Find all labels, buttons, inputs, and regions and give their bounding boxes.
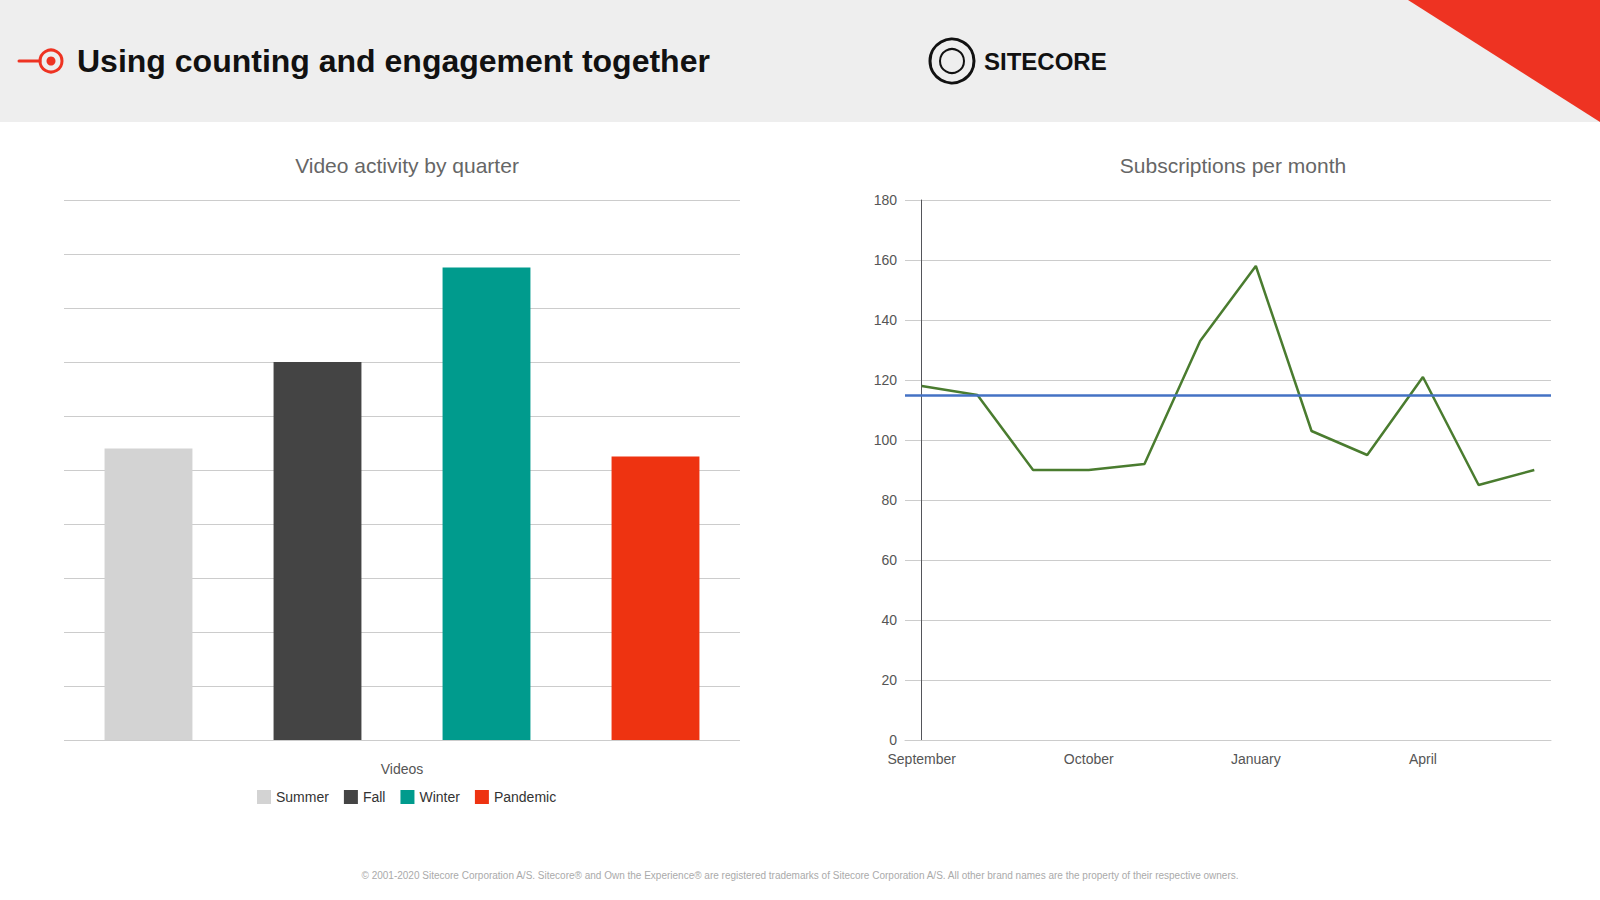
svg-text:Winter: Winter — [419, 789, 460, 805]
svg-text:Videos: Videos — [381, 761, 424, 777]
svg-text:160: 160 — [874, 252, 898, 268]
svg-text:Summer: Summer — [276, 789, 329, 805]
svg-text:Using counting and engagement: Using counting and engagement together — [77, 43, 710, 79]
svg-text:Subscriptions per month: Subscriptions per month — [1120, 154, 1346, 177]
svg-text:January: January — [1231, 751, 1281, 767]
svg-text:Video activity by quarter: Video activity by quarter — [295, 154, 519, 177]
svg-text:Pandemic: Pandemic — [494, 789, 556, 805]
svg-text:September: September — [887, 751, 956, 767]
svg-text:April: April — [1409, 751, 1437, 767]
svg-text:100: 100 — [874, 432, 898, 448]
svg-text:Fall: Fall — [363, 789, 386, 805]
svg-text:120: 120 — [874, 372, 898, 388]
svg-text:October: October — [1064, 751, 1114, 767]
svg-text:80: 80 — [881, 492, 897, 508]
svg-text:SITECORE: SITECORE — [984, 48, 1107, 75]
svg-text:40: 40 — [881, 612, 897, 628]
svg-text:20: 20 — [881, 672, 897, 688]
svg-text:180: 180 — [874, 192, 898, 208]
svg-text:© 2001-2020 Sitecore Corporati: © 2001-2020 Sitecore Corporation A/S. Si… — [361, 870, 1238, 881]
svg-text:140: 140 — [874, 312, 898, 328]
svg-text:0: 0 — [889, 732, 897, 748]
svg-text:60: 60 — [881, 552, 897, 568]
